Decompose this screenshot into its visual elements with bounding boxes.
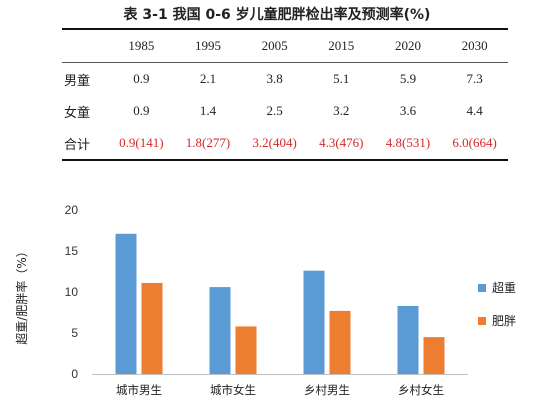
y-tick-labels: 0 5 10 15 20 <box>65 203 79 381</box>
legend-label: 肥胖 <box>492 314 516 328</box>
table-cell: 2.1 <box>199 71 217 86</box>
header-year: 2015 <box>328 38 355 53</box>
table-cell-total: 6.0(664) <box>452 135 497 150</box>
bar-overweight <box>397 305 419 374</box>
table-header-row: 1985 1995 2005 2015 2020 2030 <box>62 29 508 63</box>
bar-overweight <box>303 270 325 374</box>
bar-overweight <box>209 287 231 374</box>
bar-obesity <box>141 282 163 374</box>
row-label: 合计 <box>64 137 91 153</box>
category-label: 乡村男生 <box>304 383 350 397</box>
table-cell: 2.5 <box>266 103 283 118</box>
stats-table: 1985 1995 2005 2015 2020 2030 男童 0.9 2.1… <box>62 28 508 161</box>
table-title: 表 3-1 我国 0-6 岁儿童肥胖检出率及预测率(%) <box>123 7 431 23</box>
category-label: 乡村女生 <box>398 383 444 397</box>
header-year: 2005 <box>261 38 288 53</box>
table-corner <box>62 29 108 63</box>
table-cell: 4.4 <box>466 103 483 118</box>
y-tick-label: 20 <box>65 203 79 217</box>
table-cell: 3.2 <box>333 103 350 118</box>
bar-overweight <box>115 233 137 374</box>
y-tick-label: 5 <box>71 326 78 340</box>
bar-obesity <box>235 326 257 374</box>
y-axis-label: 超重/肥胖率（%） <box>14 245 29 344</box>
table-row-girls: 女童 0.9 1.4 2.5 3.2 3.6 4.4 <box>62 95 508 127</box>
table-row-total: 合计 0.9(141) 1.8(277) 3.2(404) 4.3(476) 4… <box>62 127 508 160</box>
bar-obesity <box>329 310 351 374</box>
legend-swatch <box>478 284 486 292</box>
legend-swatch <box>478 317 486 325</box>
table-cell: 5.1 <box>333 71 350 86</box>
table-cell: 3.8 <box>266 71 283 86</box>
header-year: 2020 <box>394 38 421 53</box>
table-cell: 0.9 <box>133 71 150 86</box>
table-cell-total: 3.2(404) <box>252 135 297 150</box>
row-label: 女童 <box>64 105 91 121</box>
header-year: 1995 <box>194 38 221 53</box>
bar-series <box>115 233 445 374</box>
table-cell-total: 0.9(141) <box>119 135 164 150</box>
header-year: 1985 <box>128 38 155 53</box>
table-cell: 3.6 <box>399 103 417 118</box>
table-cell: 0.9 <box>133 103 150 118</box>
table-cell-total: 1.8(277) <box>185 135 231 150</box>
category-labels: 城市男生 城市女生 乡村男生 乡村女生 <box>116 383 444 397</box>
header-year: 2030 <box>461 38 488 53</box>
legend-label: 超重 <box>492 280 516 295</box>
y-axis-title: 超重/肥胖率（%） <box>14 245 29 344</box>
table-cell: 5.9 <box>399 71 417 86</box>
table-cell: 7.3 <box>466 71 483 86</box>
table-cell-total: 4.3(476) <box>319 135 364 150</box>
table-cell: 1.4 <box>199 103 217 118</box>
y-tick-label: 15 <box>65 244 79 258</box>
category-label: 城市女生 <box>210 383 256 397</box>
bar-obesity <box>423 337 445 374</box>
y-tick-label: 10 <box>65 285 79 299</box>
category-label: 城市男生 <box>116 383 162 397</box>
row-label: 男童 <box>64 73 91 89</box>
table-cell-total: 4.8(531) <box>385 135 431 150</box>
y-tick-label: 0 <box>71 367 78 381</box>
table-row-boys: 男童 0.9 2.1 3.8 5.1 5.9 7.3 <box>62 63 508 96</box>
